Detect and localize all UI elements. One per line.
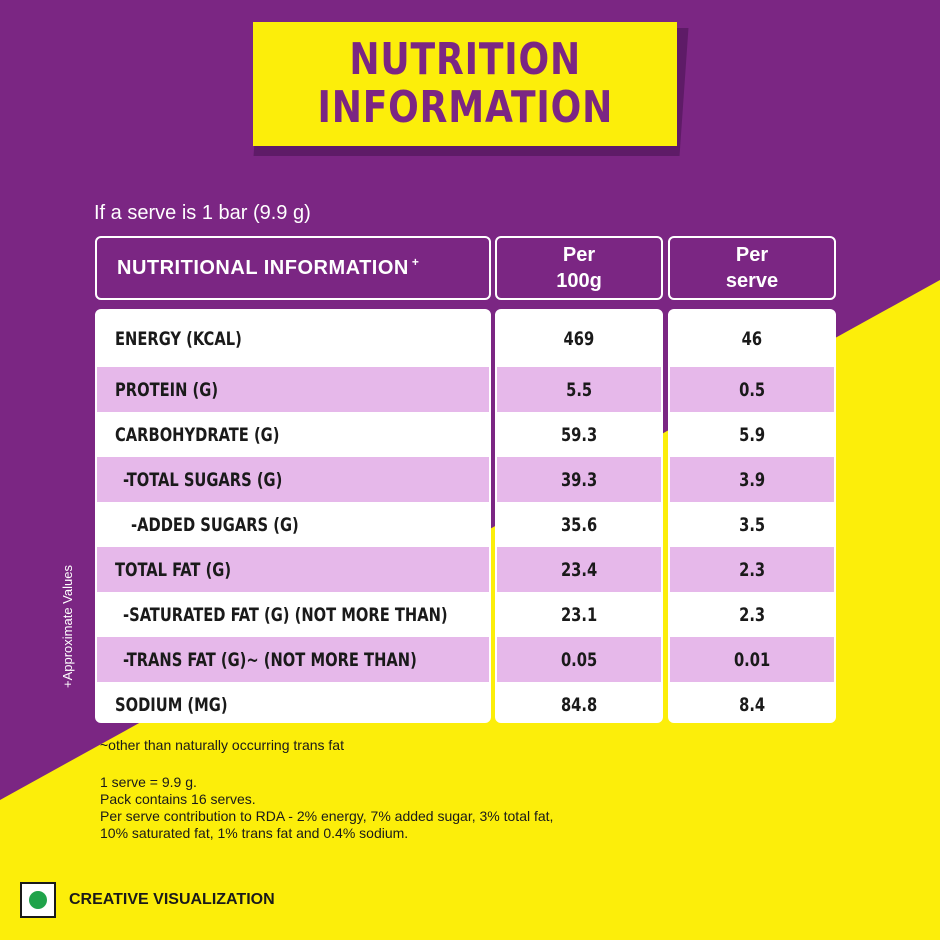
header-per-serve: Per serve xyxy=(668,236,836,300)
table-row-label: -TOTAL SUGARS (G) xyxy=(97,457,489,502)
pack-serves-note: Pack contains 16 serves. xyxy=(100,791,256,807)
table-cell-per-serve: 2.3 xyxy=(670,547,834,592)
table-cell-per-serve: 2.3 xyxy=(738,603,766,626)
table-cell-per-serve: 0.01 xyxy=(670,637,834,682)
table-row-label: -SATURATED FAT (G) (NOT MORE THAN) xyxy=(123,603,448,626)
table-cell-per-100g: 5.5 xyxy=(497,367,661,412)
table-cell-per-100g: 23.1 xyxy=(560,603,598,626)
approximate-values-note: +Approximate Values xyxy=(60,565,75,688)
table-row-label: PROTEIN (G) xyxy=(97,367,489,412)
header-per-100g: Per 100g xyxy=(495,236,663,300)
table-row-label: -ADDED SUGARS (G) xyxy=(131,513,299,536)
creative-visualization-label: CREATIVE VISUALIZATION xyxy=(69,891,275,908)
header-per-serve-line2: serve xyxy=(725,270,779,292)
trans-fat-footnote: ~other than naturally occurring trans fa… xyxy=(100,737,344,753)
table-row-label: SODIUM (MG) xyxy=(115,693,228,716)
vegetarian-dot xyxy=(29,891,47,909)
nutrient-label-column: ENERGY (KCAL) PROTEIN (G) CARBOHYDRATE (… xyxy=(95,309,491,723)
table-cell-per-serve: 5.9 xyxy=(738,423,766,446)
table-cell-per-serve: 3.5 xyxy=(738,513,766,536)
table-cell-per-100g: 59.3 xyxy=(560,423,598,446)
table-row-label: TOTAL FAT (G) xyxy=(97,547,489,592)
title-banner: NUTRITION INFORMATION xyxy=(253,22,677,146)
table-row-label: CARBOHYDRATE (G) xyxy=(115,423,280,446)
title-line-1: NUTRITION xyxy=(349,34,581,85)
title-line-2: INFORMATION xyxy=(317,82,613,133)
table-cell-per-serve: 8.4 xyxy=(738,693,766,716)
table-cell-per-100g: 39.3 xyxy=(497,457,661,502)
header-per-100g-line1: Per xyxy=(562,244,596,266)
table-cell-per-100g: 35.6 xyxy=(560,513,598,536)
table-cell-per-serve: 0.5 xyxy=(670,367,834,412)
serve-footnotes: 1 serve = 9.9 g. Pack contains 16 serves… xyxy=(100,774,553,842)
table-cell-per-100g: 23.4 xyxy=(497,547,661,592)
table-cell-per-serve: 46 xyxy=(741,328,763,350)
table-cell-per-100g: 469 xyxy=(563,328,595,350)
per-serve-column: 46 0.5 5.9 3.9 3.5 2.3 2.3 0.01 8.4 xyxy=(668,309,836,723)
per-100g-column: 469 5.5 59.3 39.3 35.6 23.4 23.1 0.05 84… xyxy=(495,309,663,723)
table-row-label: ENERGY (KCAL) xyxy=(115,328,242,350)
rda-note-line1: Per serve contribution to RDA - 2% energ… xyxy=(100,808,554,824)
table-cell-per-100g: 84.8 xyxy=(560,693,598,716)
table-cell-per-serve: 3.9 xyxy=(670,457,834,502)
header-per-100g-line2: 100g xyxy=(556,270,602,292)
rda-note-line2: 10% saturated fat, 1% trans fat and 0.4%… xyxy=(100,825,409,841)
header-label-text: NUTRITIONAL INFORMATION xyxy=(117,256,409,279)
header-per-serve-line1: Per xyxy=(735,244,769,266)
approx-mark: + xyxy=(411,255,420,269)
serve-note: If a serve is 1 bar (9.9 g) xyxy=(94,202,311,224)
table-row-label: -TRANS FAT (G)~ (NOT MORE THAN) xyxy=(97,637,489,682)
serve-size-note: 1 serve = 9.9 g. xyxy=(100,774,197,790)
header-nutritional-information: NUTRITIONAL INFORMATION + xyxy=(95,236,491,300)
vegetarian-mark-icon xyxy=(20,882,56,918)
table-cell-per-100g: 0.05 xyxy=(497,637,661,682)
